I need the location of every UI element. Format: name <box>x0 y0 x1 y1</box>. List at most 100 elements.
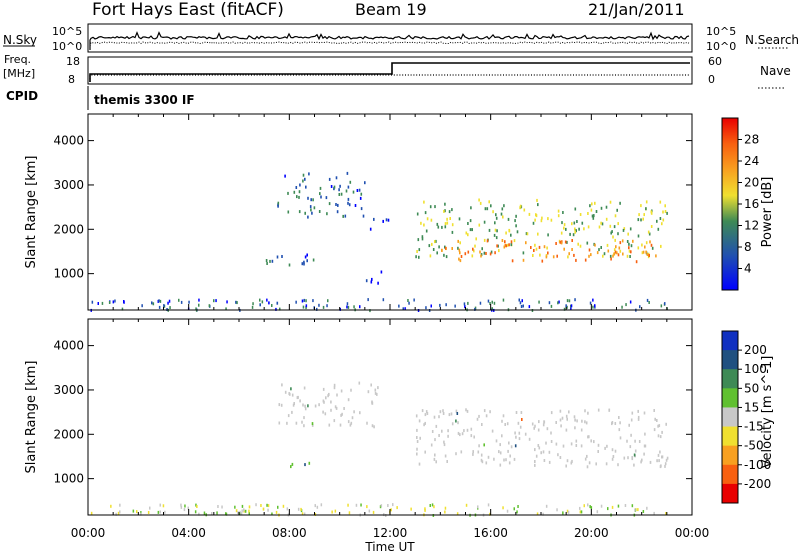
echo-point <box>656 459 658 463</box>
velocity-echo-points <box>90 381 669 517</box>
echo-point <box>478 414 480 418</box>
echo-point <box>141 304 143 308</box>
colorbar-tick-label: 20 <box>744 176 759 190</box>
echo-point <box>481 423 483 426</box>
echo-point <box>445 246 447 250</box>
echo-point <box>537 232 539 236</box>
echo-point <box>238 512 241 516</box>
echo-point <box>347 305 350 309</box>
echo-point <box>442 409 444 413</box>
colorbar-segment <box>722 388 738 408</box>
echo-point <box>548 460 551 464</box>
echo-point <box>467 233 469 237</box>
echo-point <box>371 424 374 428</box>
echo-point <box>503 204 505 208</box>
echo-point <box>472 450 474 454</box>
echo-point <box>534 463 536 467</box>
echo-point <box>540 451 542 455</box>
echo-point <box>252 302 254 306</box>
echo-point <box>425 410 428 414</box>
echo-point <box>497 244 499 248</box>
echo-point <box>634 508 636 512</box>
echo-point <box>325 396 327 400</box>
echo-point <box>487 299 490 303</box>
echo-point <box>451 247 453 250</box>
echo-point <box>235 509 238 513</box>
echo-point <box>546 246 548 250</box>
echo-point <box>531 422 534 426</box>
echo-point <box>119 503 121 507</box>
echo-point <box>501 239 504 242</box>
echo-point <box>346 305 348 309</box>
echo-point <box>115 512 117 516</box>
echo-point <box>295 300 297 304</box>
echo-point <box>498 450 500 454</box>
echo-point <box>310 208 312 212</box>
echo-point <box>518 298 520 302</box>
echo-point <box>328 177 331 181</box>
echo-point <box>653 511 655 515</box>
echo-point <box>501 419 503 423</box>
echo-point <box>404 307 406 311</box>
echo-point <box>513 457 516 461</box>
echo-point <box>240 512 243 516</box>
echo-point <box>513 239 516 243</box>
echo-point <box>560 241 563 245</box>
beam-label: Beam 19 <box>355 0 427 19</box>
echo-point <box>600 246 602 249</box>
echo-point <box>410 507 412 511</box>
echo-point <box>666 456 669 460</box>
echo-point <box>498 249 500 253</box>
echo-point <box>445 255 448 259</box>
echo-point <box>248 509 250 513</box>
echo-point <box>488 200 490 204</box>
y-tick-label: 3000 <box>53 383 84 397</box>
echo-point <box>510 445 513 449</box>
echo-point <box>303 424 305 428</box>
echo-point <box>101 301 104 305</box>
echo-point <box>346 171 349 175</box>
echo-point <box>571 459 573 463</box>
echo-point <box>538 300 540 304</box>
echo-point <box>547 233 549 237</box>
echo-point <box>499 443 501 447</box>
echo-point <box>478 198 480 202</box>
echo-point <box>286 507 289 511</box>
echo-point <box>637 409 639 413</box>
echo-point <box>354 204 357 207</box>
echo-point <box>580 444 583 448</box>
echo-point <box>519 301 522 305</box>
echo-point <box>312 299 314 303</box>
colorbar-segment <box>722 407 738 428</box>
echo-point <box>640 218 642 222</box>
echo-point <box>557 209 560 213</box>
echo-point <box>421 235 424 239</box>
echo-point <box>650 210 653 214</box>
echo-point <box>606 243 609 247</box>
echo-point <box>614 449 617 453</box>
echo-point <box>377 386 379 390</box>
echo-point <box>346 302 349 306</box>
echo-point <box>241 504 244 508</box>
echo-point <box>660 304 663 308</box>
power-ylabel: Slant Range [km] <box>24 156 39 269</box>
echo-point <box>617 232 619 236</box>
echo-point <box>594 304 596 308</box>
noise-tick-low-right: 10^0 <box>706 40 736 53</box>
echo-point <box>340 192 343 196</box>
echo-point <box>534 218 536 222</box>
echo-point <box>560 424 562 428</box>
echo-point <box>480 453 483 457</box>
echo-point <box>600 206 603 210</box>
noise-tick-high-right: 10^5 <box>706 25 736 38</box>
echo-point <box>493 233 496 237</box>
colorbar-tick-label: 12 <box>744 219 759 233</box>
echo-point <box>423 223 425 227</box>
echo-point <box>546 427 549 431</box>
velocity-axes: 1000 2000 3000 4000 <box>53 319 693 515</box>
echo-point <box>514 219 516 223</box>
power-colorbar-ticks: 4 8 12 16 20 24 28 <box>738 133 759 276</box>
echo-point <box>347 398 350 402</box>
echo-point <box>288 263 291 267</box>
echo-point <box>318 303 320 307</box>
